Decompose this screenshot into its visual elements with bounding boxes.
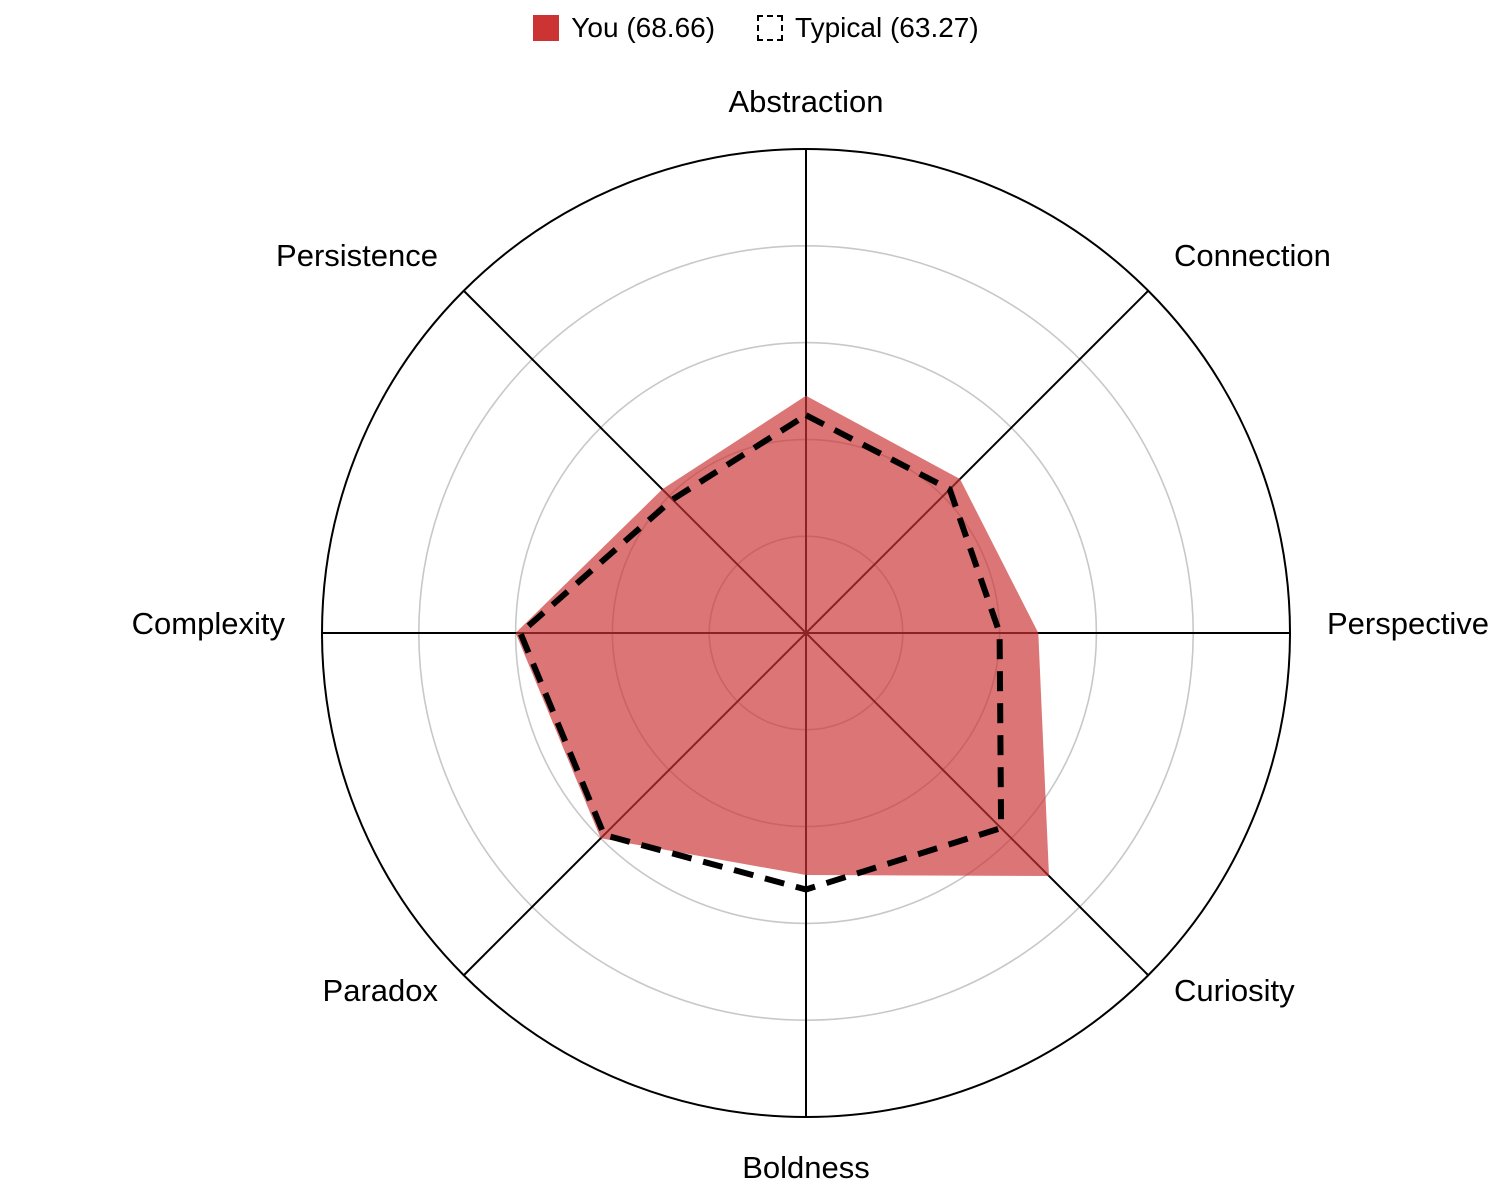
axis-label-boldness: Boldness — [742, 1150, 870, 1185]
axis-label-curiosity: Curiosity — [1174, 973, 1295, 1008]
legend-swatch-typical — [757, 15, 784, 41]
legend-swatch-you — [533, 15, 560, 41]
legend-label-typical: Typical (63.27) — [795, 12, 979, 43]
axis-label-connection: Connection — [1174, 238, 1331, 273]
legend-label-you: You (68.66) — [571, 12, 716, 43]
axis-label-perspective: Perspective — [1327, 606, 1489, 641]
axis-label-complexity: Complexity — [132, 606, 286, 641]
series-you-area — [515, 395, 1049, 876]
legend-item-you[interactable]: You (68.66) — [533, 12, 715, 44]
legend-item-typical[interactable]: Typical (63.27) — [757, 12, 979, 44]
legend: You (68.66) Typical (63.27) — [0, 12, 1512, 44]
axis-label-abstraction: Abstraction — [728, 84, 883, 119]
axis-label-persistence: Persistence — [276, 238, 438, 273]
axis-label-paradox: Paradox — [323, 973, 439, 1008]
